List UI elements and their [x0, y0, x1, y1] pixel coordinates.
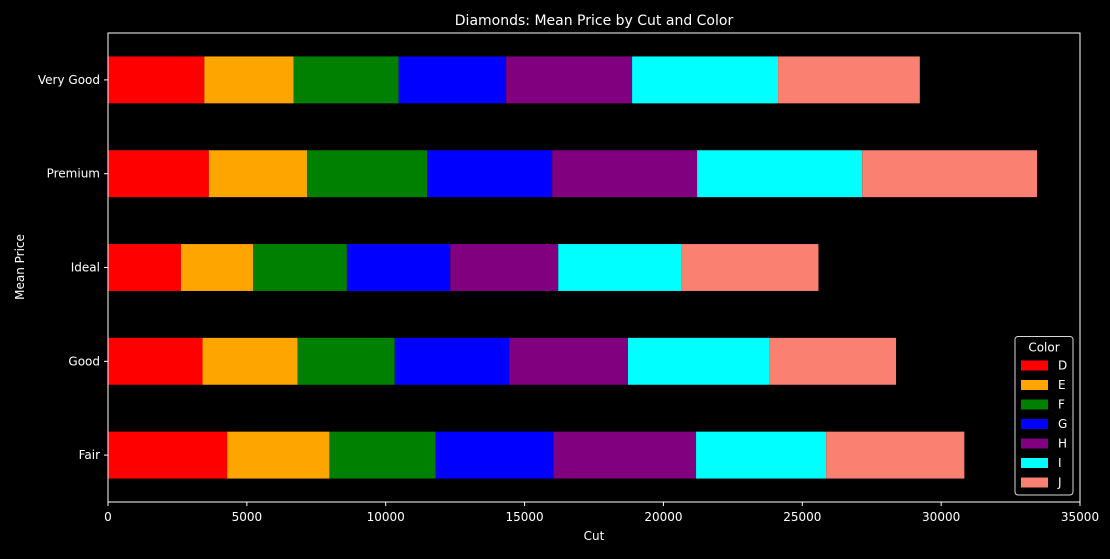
bar-premium-J [862, 150, 1038, 198]
y-tick-label: Fair [79, 448, 100, 462]
bar-ideal-F [253, 244, 347, 291]
legend-swatch-G [1021, 419, 1048, 429]
legend-swatch-D [1021, 360, 1048, 371]
bar-fair-E [227, 431, 330, 479]
bar-fair-G [435, 431, 554, 479]
series-D [108, 56, 228, 479]
bar-ideal-G [346, 244, 451, 291]
x-tick-label: 0 [104, 510, 112, 524]
legend-swatch-F [1021, 399, 1048, 410]
x-tick-label: 15000 [505, 510, 543, 524]
x-axis-ticks: 0 5000 10000 15000 20000 25000 30000 35000 [104, 502, 1099, 524]
series-G [346, 56, 554, 479]
y-tick-label: Very Good [38, 73, 100, 87]
bar-very-good-D [108, 56, 205, 104]
bar-fair-F [329, 431, 436, 479]
x-tick-label: 35000 [1061, 510, 1099, 524]
bar-premium-F [307, 150, 428, 198]
legend-title: Color [1028, 341, 1059, 355]
legend-swatch-H [1021, 438, 1048, 449]
bar-ideal-E [181, 244, 254, 291]
legend-label-H: H [1058, 437, 1067, 451]
bar-premium-D [108, 150, 209, 198]
x-axis-label: Cut [584, 529, 605, 543]
bar-very-good-F [293, 56, 399, 104]
bar-very-good-E [204, 56, 294, 104]
bar-premium-I [697, 150, 863, 198]
bar-fair-J [826, 431, 965, 479]
bar-premium-G [427, 150, 553, 198]
bar-very-good-J [778, 56, 920, 104]
bar-ideal-H [450, 244, 559, 291]
bar-good-F [297, 337, 395, 385]
series-I [558, 56, 863, 479]
legend-swatch-E [1021, 380, 1048, 390]
bar-premium-E [208, 150, 308, 198]
x-tick-label: 20000 [644, 510, 682, 524]
x-tick-label: 25000 [783, 510, 821, 524]
legend-swatch-I [1021, 458, 1048, 468]
bar-good-I [627, 337, 770, 385]
legend-label-G: G [1058, 417, 1067, 431]
x-tick-label: 5000 [232, 510, 263, 524]
chart-title: Diamonds: Mean Price by Cut and Color [455, 13, 734, 29]
series-J [681, 56, 1038, 479]
bar-fair-H [553, 431, 697, 479]
y-axis-ticks: Fair Good Ideal Premium Very Good [38, 73, 108, 462]
series-H [450, 56, 698, 479]
bar-fair-D [108, 431, 228, 479]
bar-good-E [202, 337, 298, 385]
legend-label-F: F [1058, 398, 1065, 412]
bar-very-good-I [632, 56, 779, 104]
series-E [181, 56, 330, 479]
y-axis-label: Mean Price [13, 234, 27, 300]
bar-good-H [509, 337, 628, 385]
bar-good-G [394, 337, 510, 385]
x-tick-label: 30000 [922, 510, 960, 524]
bar-ideal-D [108, 244, 182, 291]
legend-label-E: E [1058, 378, 1066, 392]
bar-good-D [108, 337, 203, 385]
plot-area: 0 5000 10000 15000 20000 25000 30000 35000 Fair G… [38, 32, 1099, 524]
bar-very-good-H [506, 56, 633, 104]
y-tick-label: Good [68, 354, 100, 368]
x-tick-label: 10000 [367, 510, 405, 524]
bar-very-good-G [398, 56, 507, 104]
legend-swatch-J [1021, 477, 1048, 488]
bar-premium-H [552, 150, 698, 198]
series-F [253, 56, 436, 479]
legend-box [1014, 336, 1074, 496]
bar-ideal-I [558, 244, 682, 291]
bar-good-J [769, 337, 897, 385]
bar-ideal-J [681, 244, 819, 291]
y-tick-label: Ideal [71, 261, 100, 275]
legend-label-J: J [1057, 476, 1062, 490]
legend-label-I: I [1058, 456, 1062, 470]
y-tick-label: Premium [47, 167, 100, 181]
legend-label-D: D [1058, 359, 1067, 373]
bar-fair-I [696, 431, 827, 479]
